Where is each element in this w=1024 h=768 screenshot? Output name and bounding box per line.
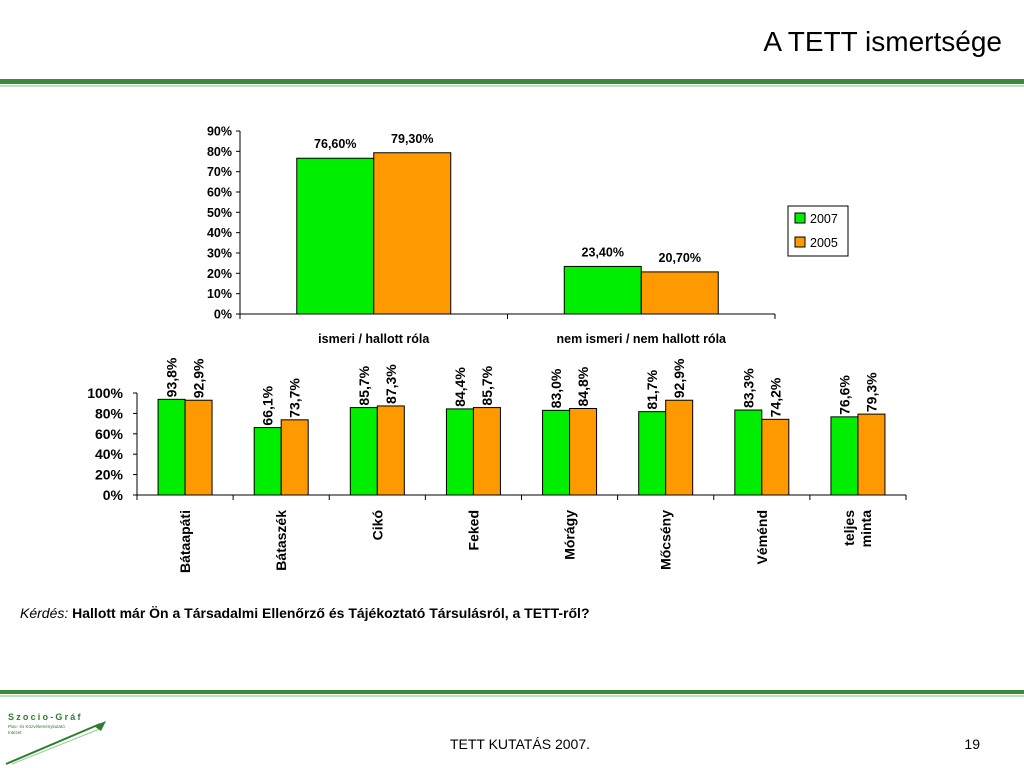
bar-2005 [376,405,405,496]
y-tick-label: 80% [207,145,232,159]
bar-2005 [665,399,694,496]
question-label: Kérdés: [20,605,69,621]
data-label: 93,8% [164,357,180,397]
legend-swatch-2005 [794,236,806,248]
data-label: 23,40% [582,245,624,259]
x-category-label: minta [858,510,874,548]
y-tick-label: 50% [207,206,232,220]
data-label: 66,1% [260,385,276,425]
x-category-label: Bátaapáti [177,510,193,573]
svg-text:Piac- és Közvéleménykutató: Piac- és Közvéleménykutató [8,724,65,729]
slide-title: A TETT ismertsége [763,26,1002,57]
legend-swatch-2007 [794,212,806,224]
data-label: 73,7% [287,378,303,418]
y-tick-label: 10% [207,287,232,301]
bar-2005 [373,152,452,315]
szocio-graf-logo: Szocio-Gráf Piac- és Közvéleménykutató I… [5,712,106,765]
data-label: 20,70% [659,251,701,265]
data-label: 83,0% [548,368,564,408]
x-category-label: Feked [465,510,481,550]
survey-question: Kérdés: Hallott már Ön a Társadalmi Elle… [20,605,590,621]
data-label: 92,9% [671,358,687,398]
data-label: 84,4% [452,367,468,407]
data-label: 84,8% [575,366,591,406]
bar-2005 [761,418,790,496]
top-divider [0,79,1024,84]
y-tick-label: 20% [207,267,232,281]
bar-2005 [857,413,886,496]
data-label: 85,7% [479,365,495,405]
data-label: 85,7% [356,365,372,405]
bottom-divider-light [0,695,1024,697]
bar-2007 [563,265,642,315]
bar-2007 [734,409,763,496]
x-category-label: teljes [841,510,857,546]
footer-text: TETT KUTATÁS 2007. [449,736,591,752]
bar-2005 [184,399,213,496]
y-tick-label: 70% [207,165,232,179]
data-label: 92,9% [191,358,207,398]
y-tick-label: 0% [214,308,232,322]
bar-2007 [830,416,859,496]
x-category-label: Bátaszék [273,510,289,571]
bar-2007 [157,398,186,496]
data-label: 81,7% [644,369,660,409]
x-category-label: Mőcsény [658,510,674,570]
data-label: 83,3% [740,368,756,408]
y-tick-label: 0% [103,487,124,503]
y-tick-label: 40% [207,226,232,240]
bar-2007 [638,411,667,496]
y-tick-label: 60% [207,186,232,200]
x-category-label: ismeri / hallott róla [318,332,430,346]
bar-2007 [296,157,375,315]
svg-text:Intézet: Intézet [8,730,22,735]
legend-box [787,205,849,257]
y-tick-label: 30% [207,247,232,261]
x-category-label: Véménd [754,510,770,564]
y-tick-label: 60% [95,426,124,442]
bar-2007 [349,407,378,496]
bar-2005 [280,419,309,496]
legend-label: 2005 [810,236,838,250]
data-label: 87,3% [383,364,399,404]
y-tick-label: 90% [207,125,232,139]
bar-2005 [640,271,719,315]
bar-2005 [472,407,501,496]
x-category-label: Mórágy [562,510,578,560]
svg-text:Szocio-Gráf: Szocio-Gráf [8,712,83,722]
legend-label: 2007 [810,212,838,226]
page-number: 19 [964,736,980,752]
data-label: 79,3% [863,372,879,412]
bar-2007 [253,427,282,496]
bar-2007 [445,408,474,496]
y-tick-label: 40% [95,446,124,462]
data-label: 76,6% [836,375,852,415]
bottom-divider [0,690,1024,694]
question-text: Hallott már Ön a Társadalmi Ellenőrző és… [72,605,590,621]
y-tick-label: 100% [87,385,123,401]
x-category-label: nem ismeri / nem hallott róla [557,332,728,346]
y-tick-label: 20% [95,467,124,483]
data-label: 79,30% [391,132,433,146]
top-divider-light [0,85,1024,87]
bar-2005 [569,408,598,496]
data-label: 74,2% [767,377,783,417]
x-category-label: Cikó [369,510,385,540]
y-tick-label: 80% [95,405,124,421]
data-label: 76,60% [314,137,356,151]
bar-2007 [542,409,571,496]
